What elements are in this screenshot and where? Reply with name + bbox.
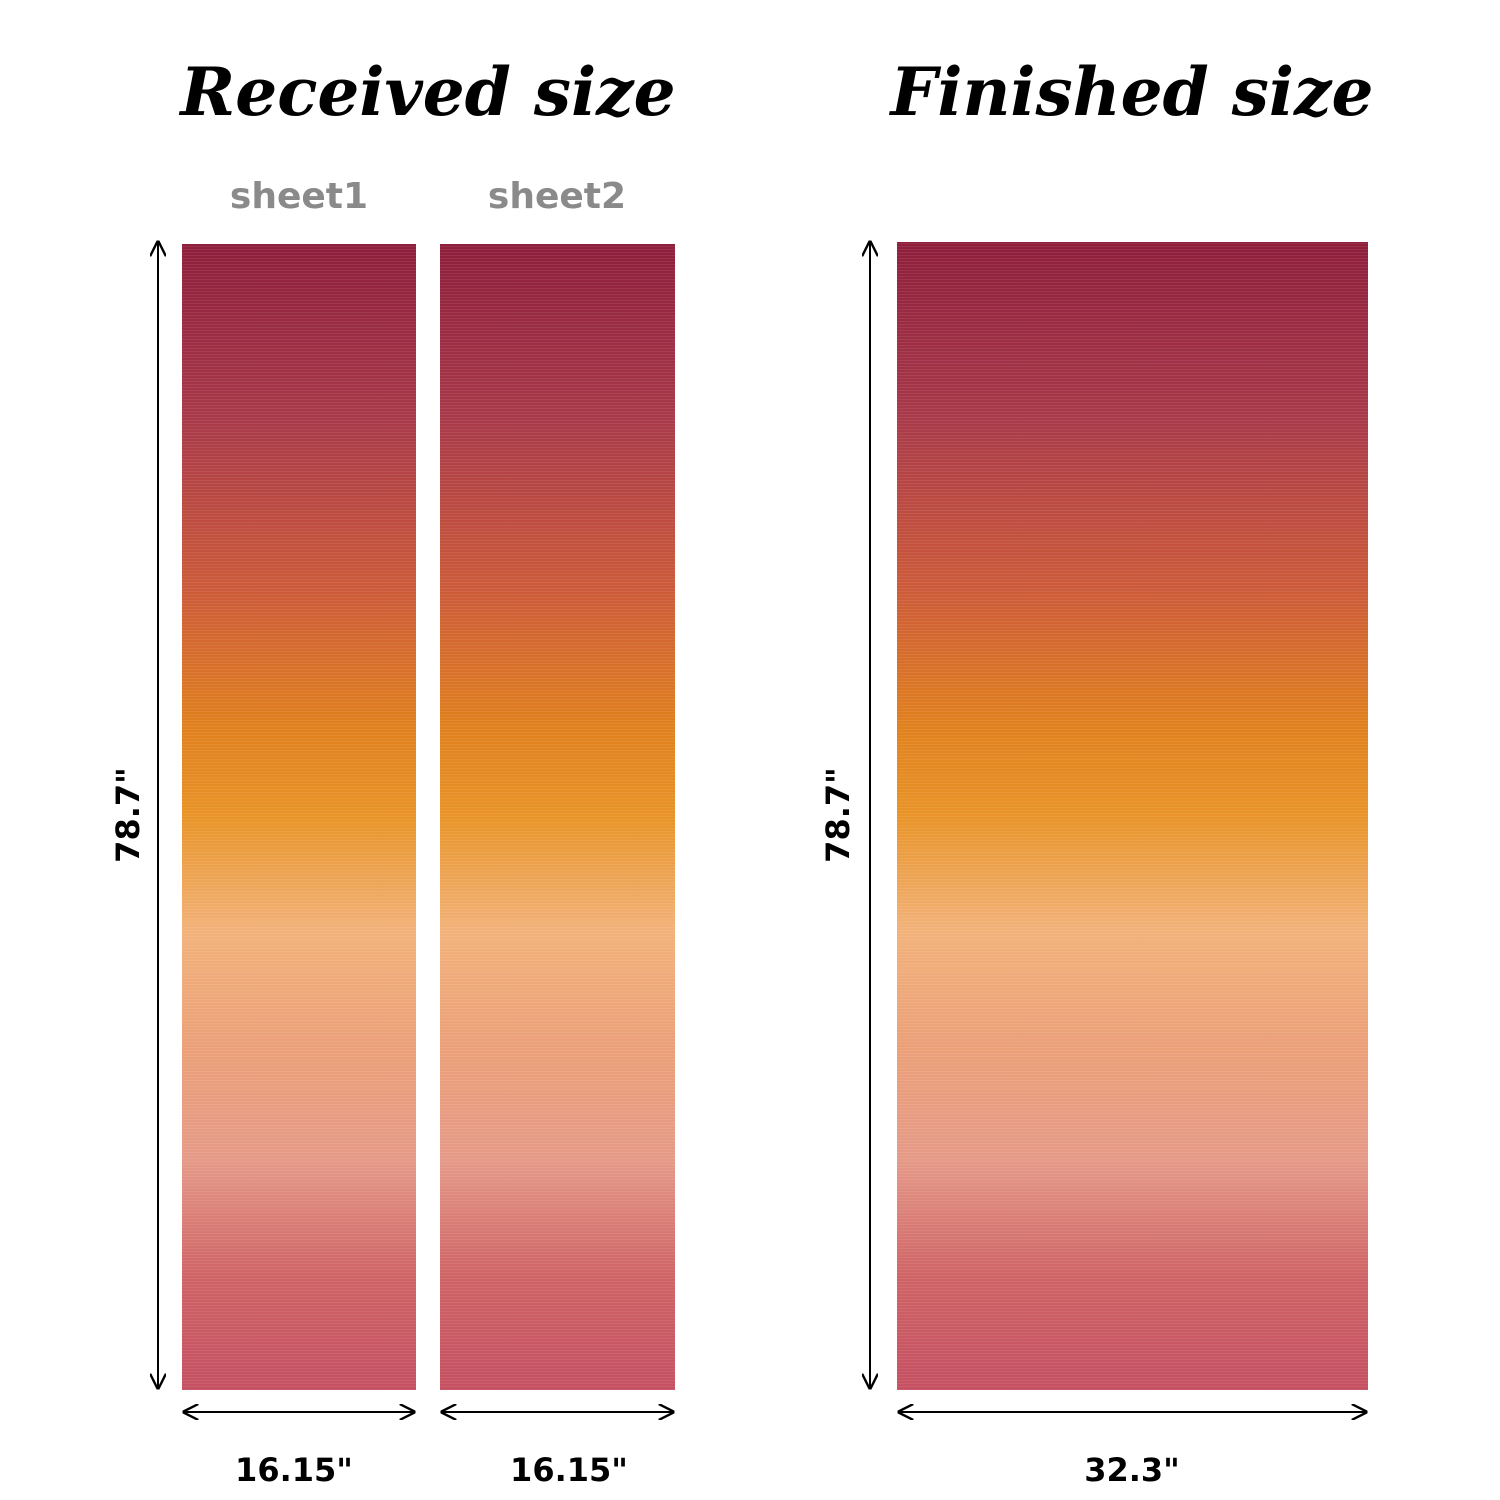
width-label: 16.15" (510, 1451, 628, 1489)
received-title: Received size (178, 53, 675, 131)
height-label: 78.7" (109, 767, 147, 863)
height-label: 78.7" (819, 767, 857, 863)
sheet-label: sheet2 (488, 176, 626, 217)
texture (182, 244, 416, 1390)
width-label: 16.15" (235, 1451, 353, 1489)
texture (897, 242, 1368, 1390)
texture (440, 244, 675, 1390)
width-label: 32.3" (1084, 1451, 1180, 1489)
finished-title: Finished size (889, 53, 1374, 131)
sheet-label: sheet1 (230, 176, 368, 217)
